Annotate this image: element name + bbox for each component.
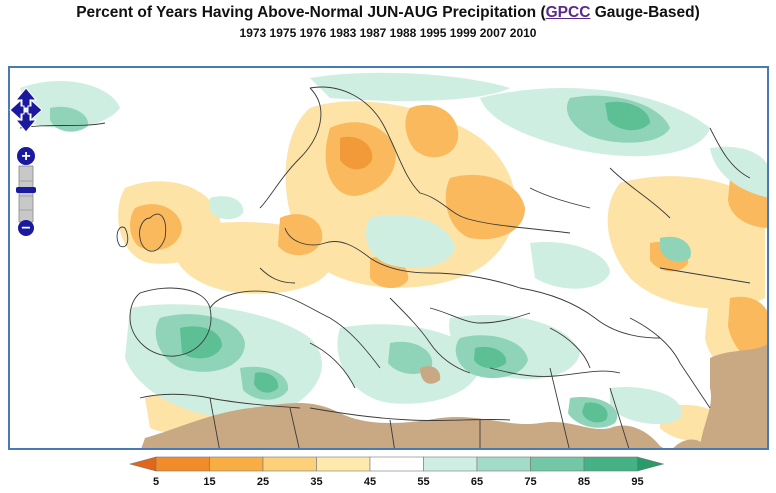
legend-swatch	[423, 456, 478, 472]
zoom-slider-handle[interactable]	[16, 187, 36, 193]
map-panel[interactable]	[8, 66, 769, 450]
europe-precip-map	[19, 72, 767, 448]
title-prefix: Percent of Years Having Above-Normal JUN…	[76, 4, 546, 21]
legend-tick-label: 45	[364, 476, 376, 488]
legend-arrow-low	[128, 456, 157, 472]
years-list: 1973 1975 1976 1983 1987 1988 1995 1999 …	[239, 26, 537, 40]
legend-tick-label: 65	[471, 476, 483, 488]
legend-swatch	[209, 456, 264, 472]
legend-tick-label: 25	[257, 476, 269, 488]
legend-tick-label: 5	[153, 476, 159, 488]
legend-swatch	[316, 456, 371, 472]
legend-swatch	[369, 456, 424, 472]
svg-text:+: +	[21, 148, 30, 165]
legend-arrow-high	[637, 456, 665, 472]
title-suffix: Gauge-Based)	[590, 4, 700, 21]
zoom-out-button[interactable]: −	[18, 220, 34, 237]
legend-tick-label: 75	[524, 476, 536, 488]
coastlines-borders	[19, 86, 751, 448]
legend-tick-label: 15	[203, 476, 215, 488]
dry-season-mask	[141, 344, 767, 448]
legend-swatch	[476, 456, 531, 472]
legend-tick-label: 85	[578, 476, 590, 488]
svg-text:−: −	[21, 220, 30, 236]
legend-tick-label: 95	[631, 476, 643, 488]
legend-swatch	[583, 456, 638, 472]
pan-arrows-icon[interactable]	[9, 87, 43, 133]
legend-tick-label: 55	[417, 476, 429, 488]
color-legend: 5 15 25 35 45 55 65 75 85 95	[128, 454, 665, 488]
legend-tick-label: 35	[310, 476, 322, 488]
map-navigation-controls: + −	[8, 86, 44, 237]
legend-swatch	[155, 456, 210, 472]
legend-swatch	[530, 456, 585, 472]
zoom-slider-track[interactable]	[18, 165, 34, 223]
legend-swatch	[262, 456, 317, 472]
above-normal-strong-regions	[180, 101, 650, 423]
map-title: Percent of Years Having Above-Normal JUN…	[0, 4, 776, 22]
zoom-in-button[interactable]: +	[17, 147, 35, 165]
gpcc-link[interactable]: GPCC	[545, 4, 591, 21]
